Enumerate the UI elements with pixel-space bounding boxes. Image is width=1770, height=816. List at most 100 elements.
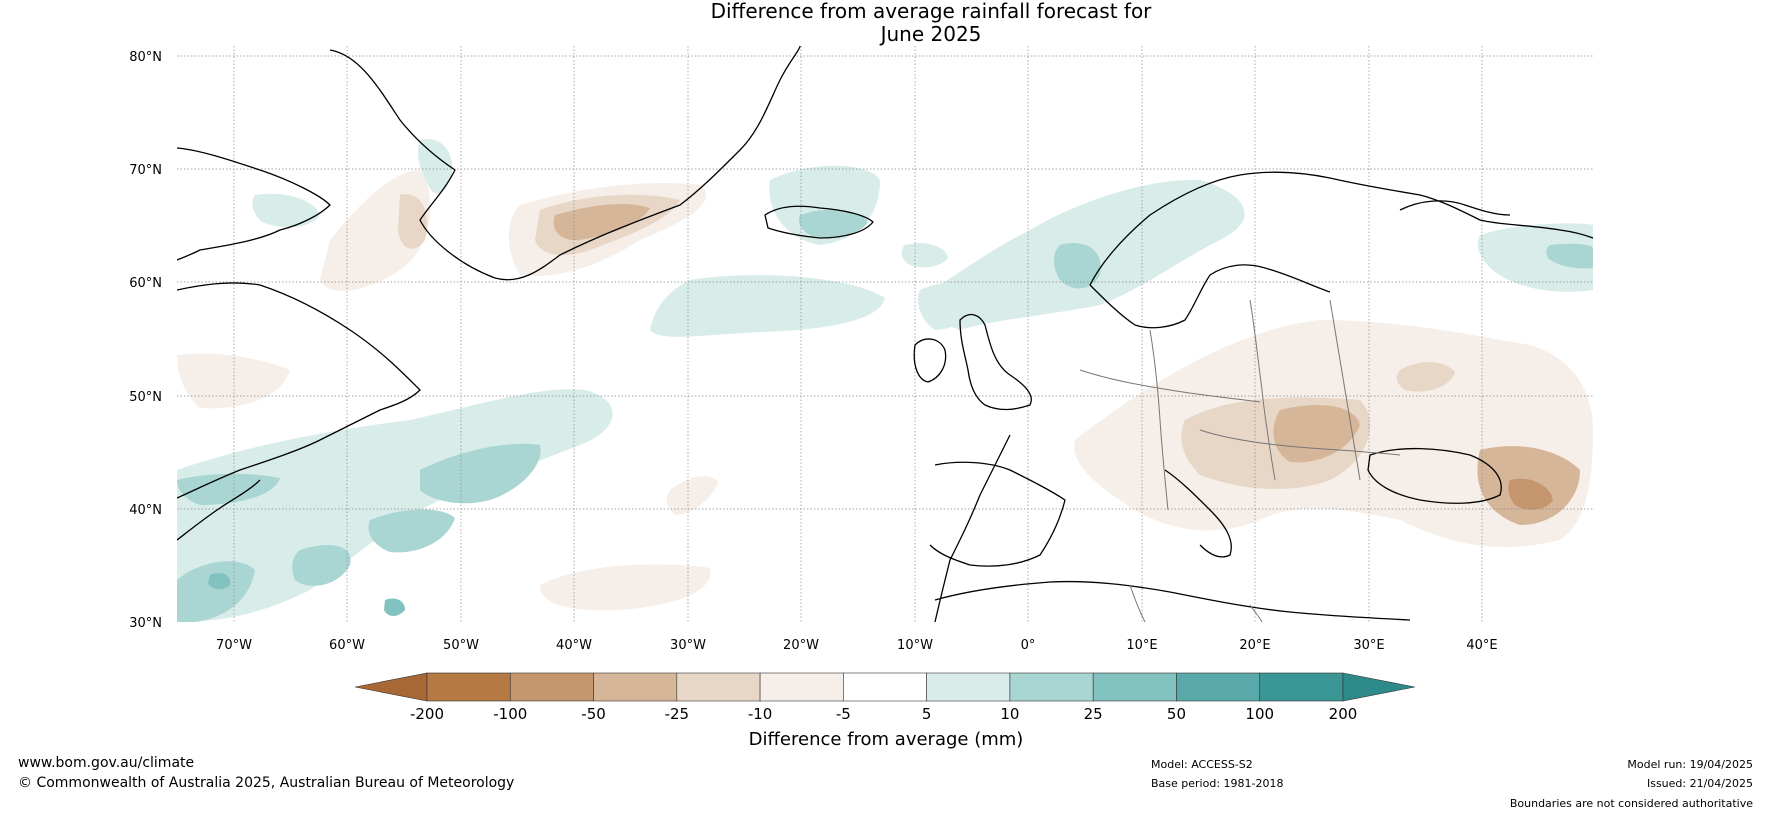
lat-label-80n: 80°N bbox=[129, 50, 162, 65]
contour-wet-greenland-east bbox=[901, 243, 948, 268]
border-europe-5 bbox=[1199, 429, 1401, 456]
coastline-greenland bbox=[329, 46, 801, 281]
colorbar-tick-labels: -200 -100 -50 -25 -10 -5 5 10 25 50 100 200 bbox=[410, 705, 1357, 723]
lon-label-30w: 30°W bbox=[670, 638, 706, 653]
lat-label-50n: 50°N bbox=[129, 390, 162, 405]
colorbar-tick-label: -5 bbox=[836, 705, 851, 723]
colorbar-cell bbox=[1259, 672, 1344, 702]
border-europe-4 bbox=[1329, 299, 1361, 481]
colorbar-title: Difference from average (mm) bbox=[749, 729, 1024, 750]
colorbar-tick-label: -25 bbox=[665, 705, 690, 723]
contour-wet-atlantic-southwest-core bbox=[208, 573, 231, 590]
footer-website: www.bom.gov.au/climate bbox=[18, 755, 195, 771]
contour-wet-atlantic-southwest bbox=[177, 561, 255, 622]
contour-wet-norway-coast-core bbox=[1054, 243, 1101, 289]
lon-label-70w: 70°W bbox=[216, 638, 252, 653]
lat-label-70n: 70°N bbox=[129, 163, 162, 178]
colorbar-tick-label: 50 bbox=[1167, 705, 1186, 723]
colorbar-tick-label: 5 bbox=[922, 705, 932, 723]
coastline-labrador bbox=[177, 282, 421, 499]
contour-dry-labrador-inner bbox=[398, 194, 428, 249]
colorbar-tick-label: 25 bbox=[1084, 705, 1103, 723]
footer-copyright: © Commonwealth of Australia 2025, Austra… bbox=[18, 775, 515, 791]
colorbar-tick-label: 200 bbox=[1329, 705, 1358, 723]
lon-label-60w: 60°W bbox=[329, 638, 365, 653]
colorbar-cells bbox=[354, 672, 1416, 702]
lon-label-10w: 10°W bbox=[897, 638, 933, 653]
colorbar-cell bbox=[509, 672, 594, 702]
border-africa-2 bbox=[1249, 604, 1263, 622]
border-europe-3 bbox=[1249, 299, 1276, 481]
coastline-scandinavia bbox=[1089, 171, 1593, 286]
lat-label-60n: 60°N bbox=[129, 276, 162, 291]
contour-wet-nova-scotia bbox=[177, 473, 280, 505]
colorbar-cell bbox=[1092, 672, 1177, 702]
lon-label-40w: 40°W bbox=[556, 638, 592, 653]
border-europe-2 bbox=[1149, 329, 1169, 511]
footer-model: Model: ACCESS-S2 bbox=[1151, 758, 1253, 771]
coastline-iberia bbox=[929, 461, 1066, 567]
colorbar-cell bbox=[1176, 672, 1261, 702]
contour-dry-greenland-inner bbox=[553, 204, 650, 241]
footer-model-run: Model run: 19/04/2025 bbox=[1627, 758, 1753, 771]
contour-wet-atlantic-mid-south bbox=[368, 509, 455, 553]
longitude-labels: 70°W 60°W 50°W 40°W 30°W 20°W 10°W 0° 10… bbox=[216, 638, 1498, 653]
contour-dry-azores bbox=[666, 476, 718, 515]
graticule bbox=[177, 46, 1593, 622]
contour-wet-british-isles bbox=[918, 282, 985, 330]
map-title-line-2: June 2025 bbox=[880, 22, 982, 46]
coastlines bbox=[177, 46, 1593, 622]
colorbar-cell bbox=[759, 672, 844, 702]
lat-label-30n: 30°N bbox=[129, 616, 162, 631]
coastline-black-sea bbox=[1367, 447, 1502, 504]
border-africa-1 bbox=[1129, 584, 1146, 622]
colorbar-extend-low bbox=[354, 672, 428, 702]
map-title: Difference from average rainfall forecas… bbox=[0, 0, 1770, 46]
coastline-baffin-island bbox=[177, 147, 331, 261]
coastline-europe-west bbox=[934, 434, 1011, 622]
contour-dry-caucasus-core bbox=[1508, 478, 1553, 510]
contour-wet-atlantic-core-small bbox=[384, 598, 405, 616]
map-area bbox=[177, 46, 1593, 622]
contour-wet-barents-core bbox=[1546, 243, 1593, 269]
contour-dry-atlantic-south bbox=[540, 564, 711, 611]
contour-dry-balkans-core bbox=[1273, 405, 1360, 463]
lon-label-30e: 30°E bbox=[1353, 638, 1384, 653]
contour-wet-denmark-strait bbox=[417, 139, 453, 194]
coastline-russia-north bbox=[1399, 200, 1511, 216]
lon-label-10e: 10°E bbox=[1126, 638, 1157, 653]
colorbar-cell bbox=[1009, 672, 1094, 702]
lon-label-50w: 50°W bbox=[443, 638, 479, 653]
colorbar-tick-label: 100 bbox=[1245, 705, 1274, 723]
colorbar-cell bbox=[426, 672, 511, 702]
contour-wet-atlantic-south-mid bbox=[292, 545, 351, 586]
contour-dry-russia bbox=[1396, 361, 1455, 392]
contour-wet-baffin bbox=[252, 193, 320, 228]
contour-wet-iceland-core bbox=[798, 209, 868, 238]
contour-wet-north-atlantic bbox=[650, 275, 885, 337]
lon-label-20e: 20°E bbox=[1239, 638, 1270, 653]
colorbar-tick-label: -200 bbox=[410, 705, 444, 723]
rainfall-anomaly-contours bbox=[177, 139, 1593, 622]
coastline-ireland bbox=[913, 338, 947, 383]
coastline-iceland bbox=[764, 205, 874, 239]
colorbar-extend-high bbox=[1342, 672, 1416, 702]
footer-disclaimer: Boundaries are not considered authoritat… bbox=[1509, 797, 1753, 810]
map-title-line-1: Difference from average rainfall forecas… bbox=[710, 0, 1152, 23]
lon-label-20w: 20°W bbox=[783, 638, 819, 653]
coastline-scandinavia-south bbox=[1089, 264, 1331, 329]
coastline-north-america-east bbox=[177, 479, 261, 541]
lat-label-40n: 40°N bbox=[129, 503, 162, 518]
coastline-north-africa bbox=[934, 580, 1411, 621]
coastline-italy bbox=[1164, 469, 1232, 558]
colorbar-tick-label: -10 bbox=[748, 705, 773, 723]
colorbar-cell bbox=[843, 672, 927, 702]
latitude-labels: 80°N 70°N 60°N 50°N 40°N 30°N bbox=[129, 50, 162, 631]
colorbar-cell bbox=[593, 672, 678, 702]
contour-wet-atlantic-band-mid bbox=[420, 443, 541, 504]
colorbar-tick-label: 10 bbox=[1000, 705, 1019, 723]
country-borders bbox=[1079, 299, 1401, 622]
colorbar-cell bbox=[676, 672, 761, 702]
colorbar-cell bbox=[926, 672, 1011, 702]
